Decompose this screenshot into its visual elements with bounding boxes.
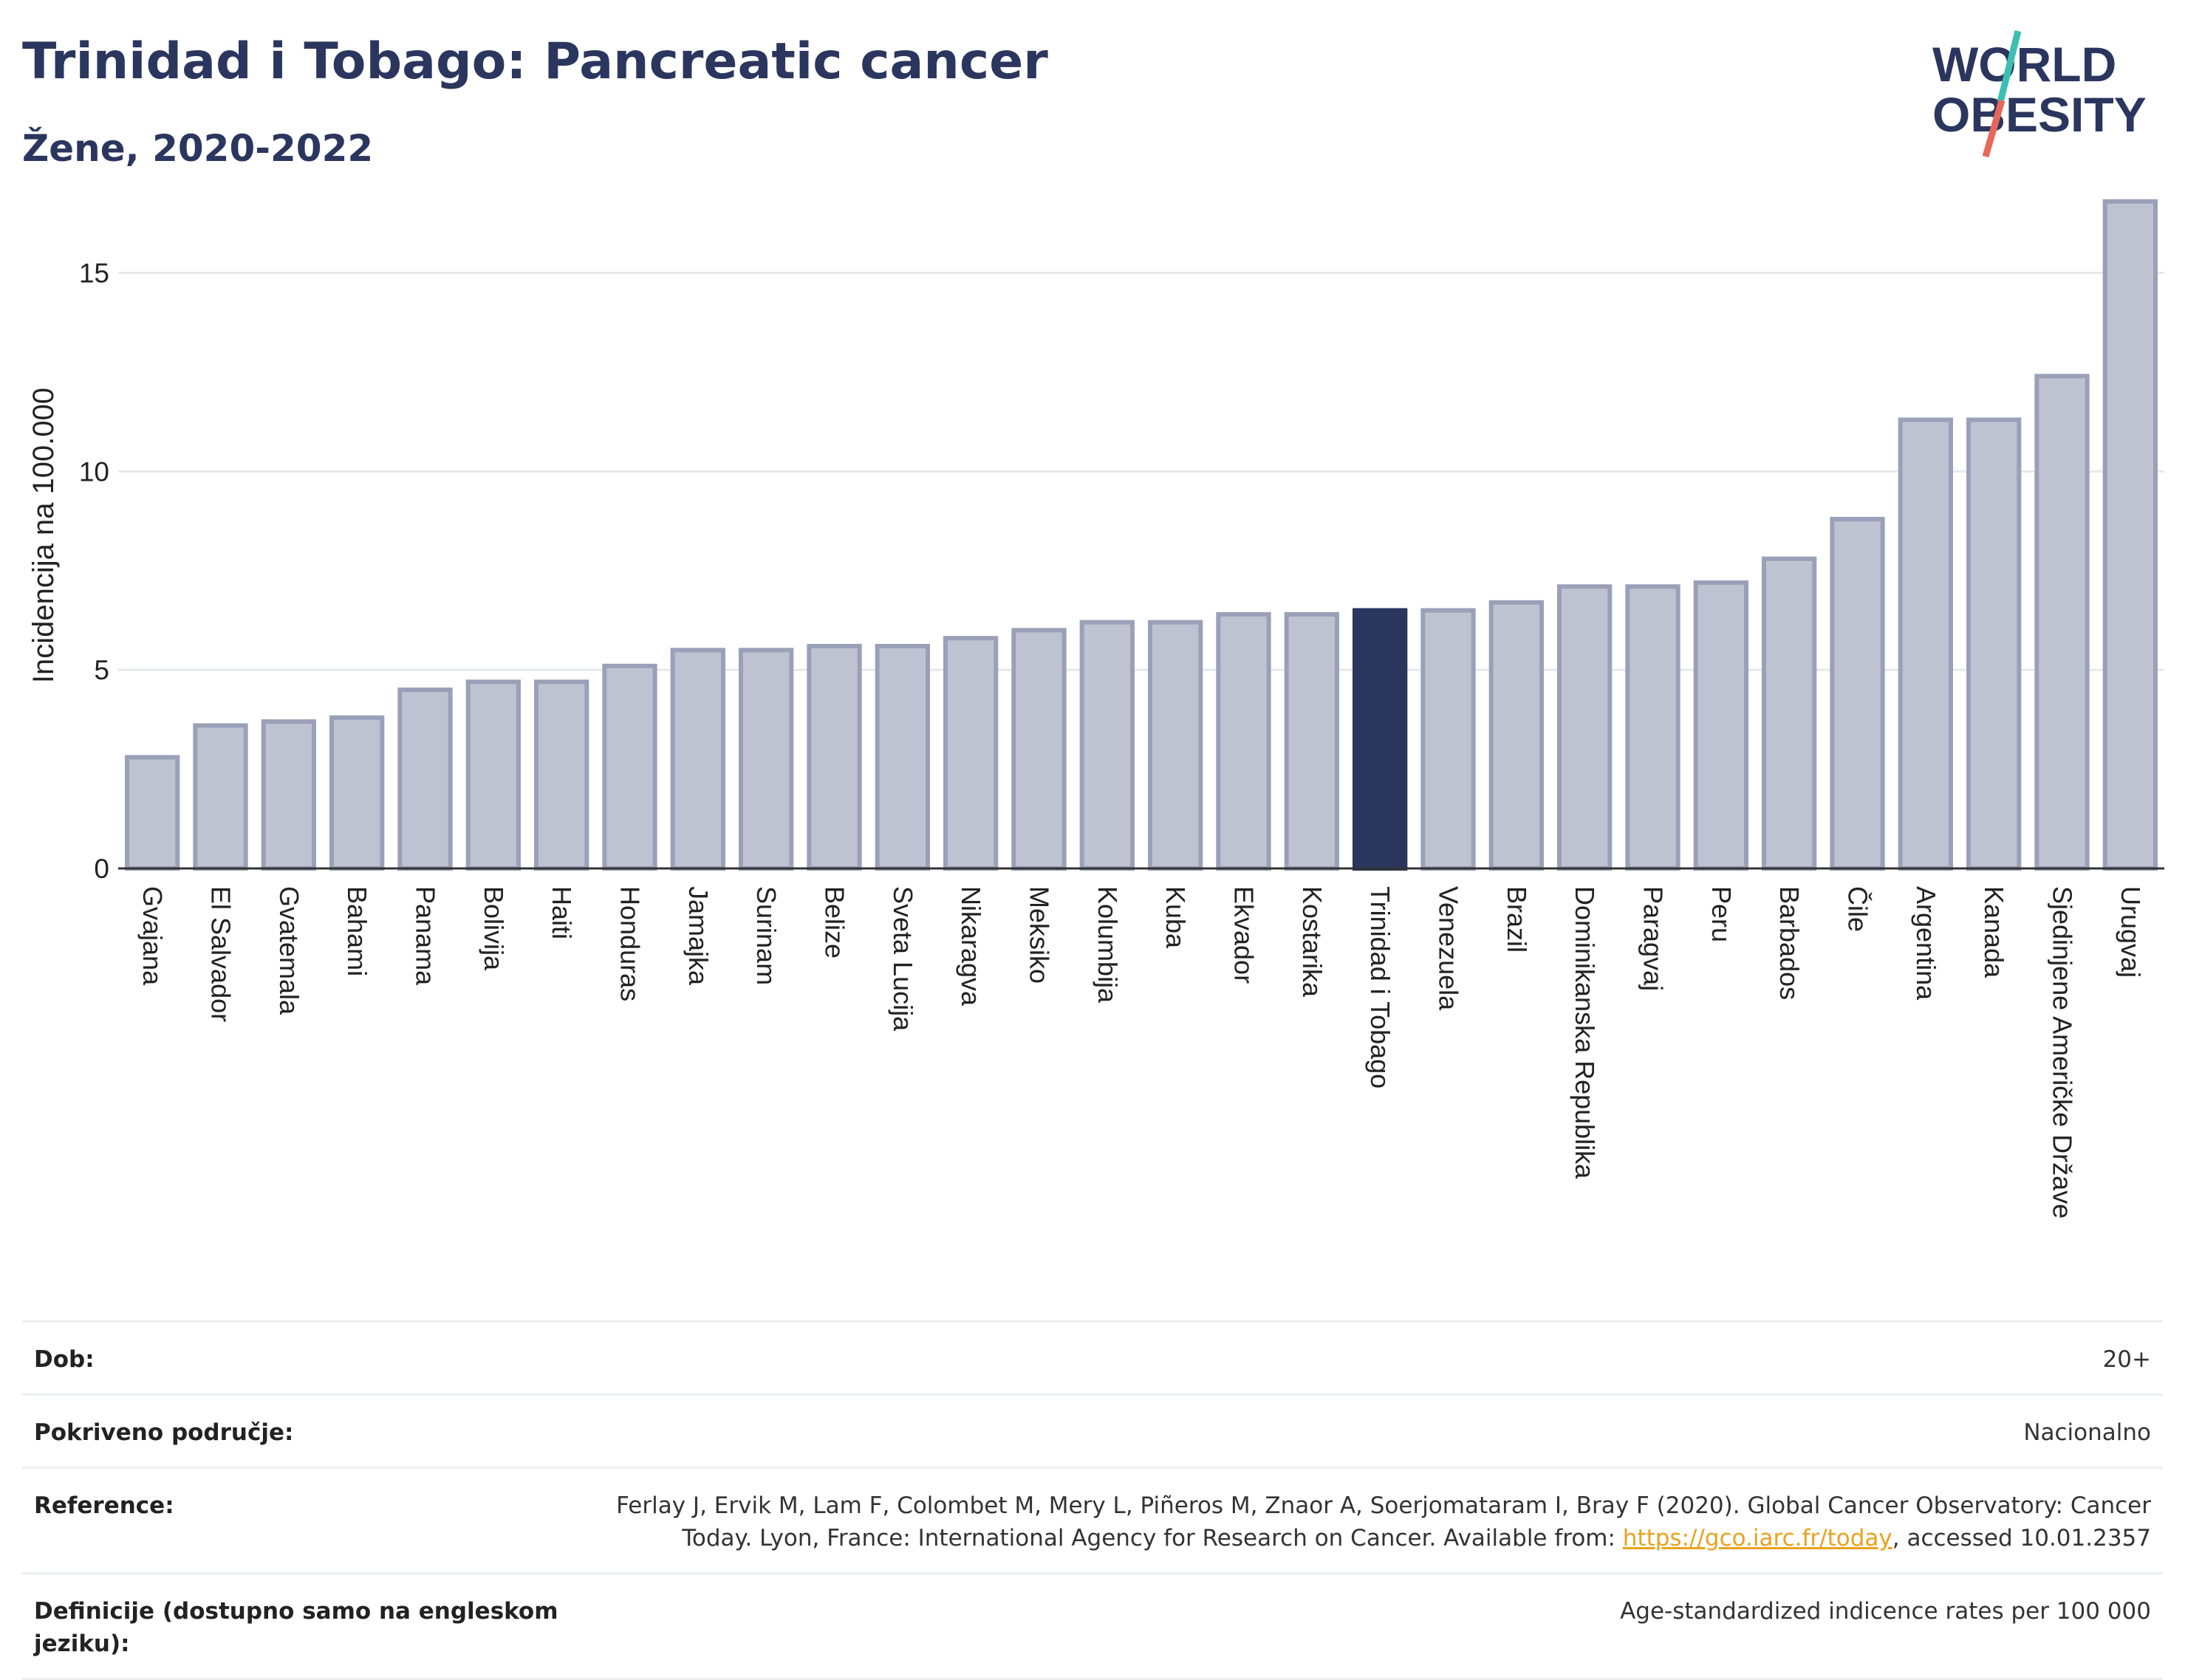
bar [1148, 620, 1203, 871]
x-tick-label: Argentina [1911, 886, 1941, 1001]
x-tick-label: Gvajana [137, 886, 168, 986]
x-tick-label: Barbados [1774, 886, 1805, 1000]
meta-label-reference: Reference: [34, 1492, 174, 1519]
x-tick-label: Kostarika [1297, 886, 1327, 998]
bar [1011, 628, 1067, 871]
bar [465, 679, 521, 871]
reference-accessed: , accessed 10.01.2357 [1892, 1525, 2151, 1552]
y-tick-label: 0 [94, 854, 109, 884]
meta-value-coverage: Nacionalno [2023, 1419, 2151, 1446]
bar [1488, 600, 1544, 871]
logo-slash-red [1982, 99, 2006, 158]
y-tick-label: 10 [79, 456, 109, 487]
x-tick-label: Paragvaj [1638, 886, 1669, 991]
y-tick-label: 5 [94, 655, 109, 685]
reference-link[interactable]: https://gco.iarc.fr/today [1622, 1525, 1892, 1552]
chart-title: Trinidad i Tobago: Pancreatic cancer [22, 32, 1048, 91]
y-axis-label: Incidencija na 100.000 [27, 388, 60, 683]
bar [602, 663, 657, 871]
bar [875, 643, 930, 871]
x-tick-label: Kuba [1160, 886, 1191, 949]
chart-subtitle: Žene, 2020-2022 [22, 127, 374, 170]
reference-text: Ferlay J, Ervik M, Lam F, Colombet M, Me… [616, 1492, 2151, 1552]
x-tick-label: Kolumbija [1092, 886, 1123, 1004]
x-tick-label: Sveta Lucija [888, 886, 918, 1032]
x-tick-label: Surinam [751, 886, 782, 985]
meta-label-age: Dob: [34, 1346, 95, 1373]
x-tick-label: Kanada [1979, 886, 2009, 978]
x-tick-label: Panama [411, 886, 441, 986]
bar [125, 755, 180, 871]
y-tick-label: 15 [79, 258, 109, 289]
x-tick-label: Haiti [547, 886, 577, 939]
x-tick-label: Dominikanska Republika [1570, 886, 1600, 1179]
meta-value-definition: Age-standardized indicence rates per 100… [1620, 1598, 2151, 1625]
bar-chart: 0 5 10 15 Gvajana El Salvador Gvatemala Bahami P… [27, 199, 2164, 1218]
bar [670, 648, 725, 871]
x-tick-label: Meksiko [1025, 886, 1055, 984]
x-tick-label: Ekvador [1229, 886, 1259, 984]
x-tick-label: Bahami [342, 886, 372, 976]
x-tick-label: Peru [1706, 886, 1737, 942]
logo-line2: OBESITY [1932, 87, 2147, 142]
bar [1420, 608, 1476, 871]
meta-row-reference: Reference: Ferlay J, Ervik M, Lam F, Col… [22, 1467, 2163, 1572]
meta-label-coverage: Pokriveno područje: [34, 1419, 294, 1446]
bar [1625, 584, 1680, 871]
bar [1966, 417, 2022, 871]
bar-highlight [1353, 608, 1408, 871]
bar [1830, 516, 1885, 871]
world-obesity-logo: WORLD OBESITY [1932, 30, 2147, 158]
metadata-table: Dob: 20+ Pokriveno područje: Nacionalno … [22, 1320, 2163, 1680]
bar [1284, 611, 1339, 871]
bar [534, 679, 589, 871]
meta-row-definition: Definicije (dostupno samo na engleskom j… [22, 1572, 2163, 1680]
logo-slash-teal [1997, 30, 2022, 103]
bar [1557, 584, 1613, 871]
x-tick-label: Sjedinjene Američke Države [2048, 886, 2078, 1218]
bar [1216, 611, 1271, 871]
logo-line1: WORLD [1932, 37, 2116, 92]
meta-row-age: Dob: 20+ [22, 1320, 2163, 1393]
bars [125, 199, 2158, 871]
bar [397, 688, 453, 871]
bar [807, 643, 862, 871]
bar [1693, 580, 1748, 871]
x-tick-label: Nikaragva [956, 886, 986, 1007]
x-tick-label: Belize [820, 886, 850, 959]
gridlines [118, 272, 2164, 671]
meta-value-reference: Ferlay J, Ervik M, Lam F, Colombet M, Me… [600, 1489, 2151, 1554]
x-tick-label: Honduras [615, 886, 646, 1001]
bar [943, 636, 999, 871]
x-tick-label: Bolivija [479, 886, 509, 971]
x-tick-label: Čile [1843, 886, 1873, 932]
bar [261, 719, 316, 871]
bar [329, 715, 385, 871]
bar [2102, 199, 2158, 871]
x-tick-label: Brazil [1502, 886, 1532, 953]
bar [2034, 374, 2090, 871]
meta-row-coverage: Pokriveno područje: Nacionalno [22, 1393, 2163, 1467]
meta-label-definition: Definicije (dostupno samo na engleskom j… [34, 1598, 558, 1657]
bar [1079, 620, 1135, 871]
bar [193, 723, 248, 871]
x-tick-label: El Salvador [206, 886, 236, 1022]
x-tick-label: Venezuela [1434, 886, 1464, 1011]
x-tick-label: Jamajka [683, 886, 714, 986]
bar [1898, 417, 1953, 871]
x-tick-label: Trinidad i Tobago [1365, 886, 1395, 1088]
axes: 0 5 10 15 Gvajana El Salvador Gvatemala Bahami P… [79, 258, 2164, 1218]
meta-value-age: 20+ [2102, 1346, 2151, 1373]
bar [1762, 556, 1817, 871]
bar [739, 648, 794, 871]
x-tick-label: Urugvaj [2116, 886, 2146, 978]
x-tick-label: Gvatemala [274, 886, 304, 1015]
